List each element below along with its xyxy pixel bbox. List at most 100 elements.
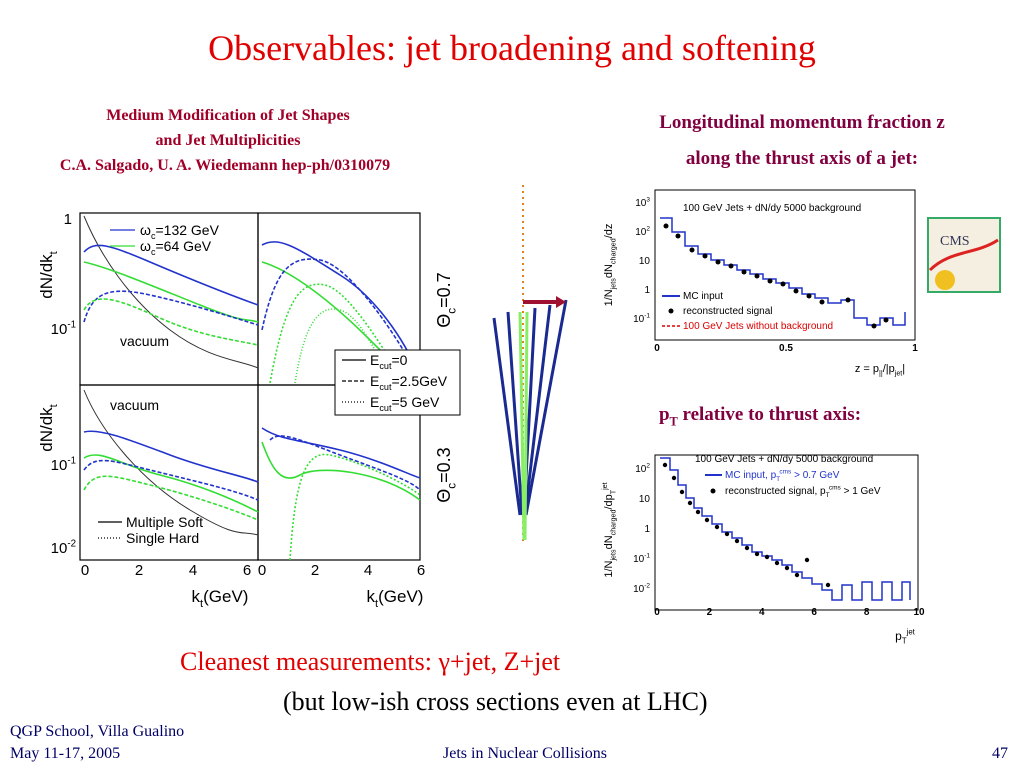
text-part: -1 [67, 319, 76, 330]
text-part: k [367, 587, 376, 606]
text-part: jet [601, 482, 609, 491]
text-part: p [895, 629, 902, 643]
legend-entry: Ecut=5 GeV [370, 394, 440, 413]
text-part: -1 [644, 313, 650, 320]
y-axis-label: 1/NjetsdNcharged/dz [603, 224, 617, 307]
curve-label: vacuum [110, 397, 159, 413]
text-part: ω [140, 222, 151, 238]
footer-text: May 11-17, 2005 [10, 745, 120, 762]
thrust-arrow-head [556, 296, 566, 308]
text-part: charged [609, 510, 617, 536]
x-tick-label: 4 [189, 562, 197, 579]
theta-label: Θc=0.7 [434, 272, 458, 327]
text-part: E [370, 373, 379, 389]
text-part: | [902, 363, 905, 375]
x-axis-label: kt(GeV) [192, 587, 249, 610]
text-part: 10 [633, 554, 645, 565]
y-tick-label: 10-1 [51, 319, 76, 338]
x-axis-label: z = p||/|pjet| [855, 363, 905, 377]
text-part: 10 [633, 584, 645, 595]
text-part: 10 [635, 198, 647, 209]
x-axis-label: kt(GeV) [367, 587, 424, 610]
text-part: 2 [646, 463, 650, 470]
legend-entry: ωc=64 GeV [140, 238, 212, 257]
x-tick-label: 4 [759, 607, 765, 618]
curve-label: vacuum [120, 333, 169, 349]
text-part: jets [609, 278, 617, 291]
legend-entry: 100 GeV Jets without background [683, 321, 833, 332]
right-top-points [663, 223, 889, 329]
plot-header: 100 GeV Jets + dN/dy 5000 background [683, 203, 861, 214]
x-tick-label: 6 [243, 562, 251, 579]
text-part: > 1 GeV [841, 486, 881, 497]
right-top-histogram [660, 217, 906, 326]
x-tick-label: 1 [912, 343, 918, 354]
text-part: E [370, 352, 379, 368]
text-part: || [879, 369, 883, 377]
text-part: 1/N [603, 560, 615, 577]
text-part: ω [140, 238, 151, 254]
y-tick-label: 10-2 [633, 583, 650, 596]
legend-entry: reconstructed signal [683, 306, 773, 317]
text-part: (GeV) [203, 587, 248, 606]
x-tick-label: 6 [811, 607, 817, 618]
legend-entry: Single Hard [126, 530, 199, 546]
text-part: -1 [67, 455, 76, 466]
y-tick-label: 10-2 [51, 538, 76, 557]
text-part: c [151, 231, 156, 241]
text-part: t [200, 598, 203, 610]
text-part: c [445, 483, 458, 489]
cms-logo-track [928, 238, 999, 272]
legend-swatch [710, 488, 716, 494]
figure-caption: and Jet Multiplicities [156, 132, 301, 149]
x-tick-label: 10 [913, 607, 925, 618]
y-tick-label: 103 [635, 197, 650, 210]
text-part: T [902, 637, 907, 646]
text-part: t [375, 598, 378, 610]
y-tick-label: 10 [639, 494, 651, 505]
text-part: Θ [434, 314, 454, 328]
text-part: T [670, 415, 679, 429]
text-part: /dz [603, 224, 615, 239]
footer-text: Jets in Nuclear Collisions [443, 745, 607, 762]
legend-entry: Ecut=0 [370, 352, 408, 371]
text-part: T [609, 489, 617, 494]
x-tick-label: 6 [417, 562, 425, 579]
text-part: 3 [646, 197, 650, 204]
legend-swatches [98, 229, 366, 539]
text-part: 1/N [603, 289, 615, 306]
text-part: 10 [51, 457, 68, 474]
text-part: dN [603, 264, 615, 278]
text-part: =0.7 [434, 272, 454, 308]
text-part: =0.3 [434, 447, 454, 483]
bottom-text: Cleanest measurements: γ+jet, Z+jet [180, 647, 561, 676]
plot-header: 100 GeV Jets + dN/dy 5000 background [695, 454, 873, 465]
jet-cone [492, 299, 568, 516]
text-part: Θ [434, 489, 454, 503]
text-part: t [48, 404, 60, 407]
text-part: T [826, 492, 830, 499]
y-tick-label: 1 [644, 285, 650, 296]
text-part: 2 [646, 226, 650, 233]
legend-swatch [668, 308, 674, 314]
legend-entry: MC input [683, 291, 723, 302]
text-part: dN/dk [37, 407, 56, 452]
plot-caption: along the thrust axis of a jet: [686, 148, 918, 169]
x-tick-label: 2 [135, 562, 143, 579]
x-axis-label: pTjet [895, 628, 916, 646]
text-part: relative to thrust axis: [678, 404, 861, 425]
ecut-legend-box [334, 349, 461, 416]
text-part: cms [829, 485, 842, 492]
footer-text: QGP School, Villa Gualino [10, 723, 184, 740]
legend-entry: Multiple Soft [126, 514, 203, 530]
text-part: charged [609, 238, 617, 264]
right-top-frame [654, 189, 916, 341]
text-part: (GeV) [378, 587, 423, 606]
x-tick-label: 0 [654, 343, 660, 354]
text-part: dN [603, 535, 615, 549]
y-tick-label: 102 [635, 463, 650, 476]
bottom-text: (but low-ish cross sections even at LHC) [283, 687, 708, 716]
x-tick-label: 0 [81, 562, 89, 579]
figure-caption: C.A. Salgado, U. A. Wiedemann hep-ph/031… [60, 157, 390, 174]
